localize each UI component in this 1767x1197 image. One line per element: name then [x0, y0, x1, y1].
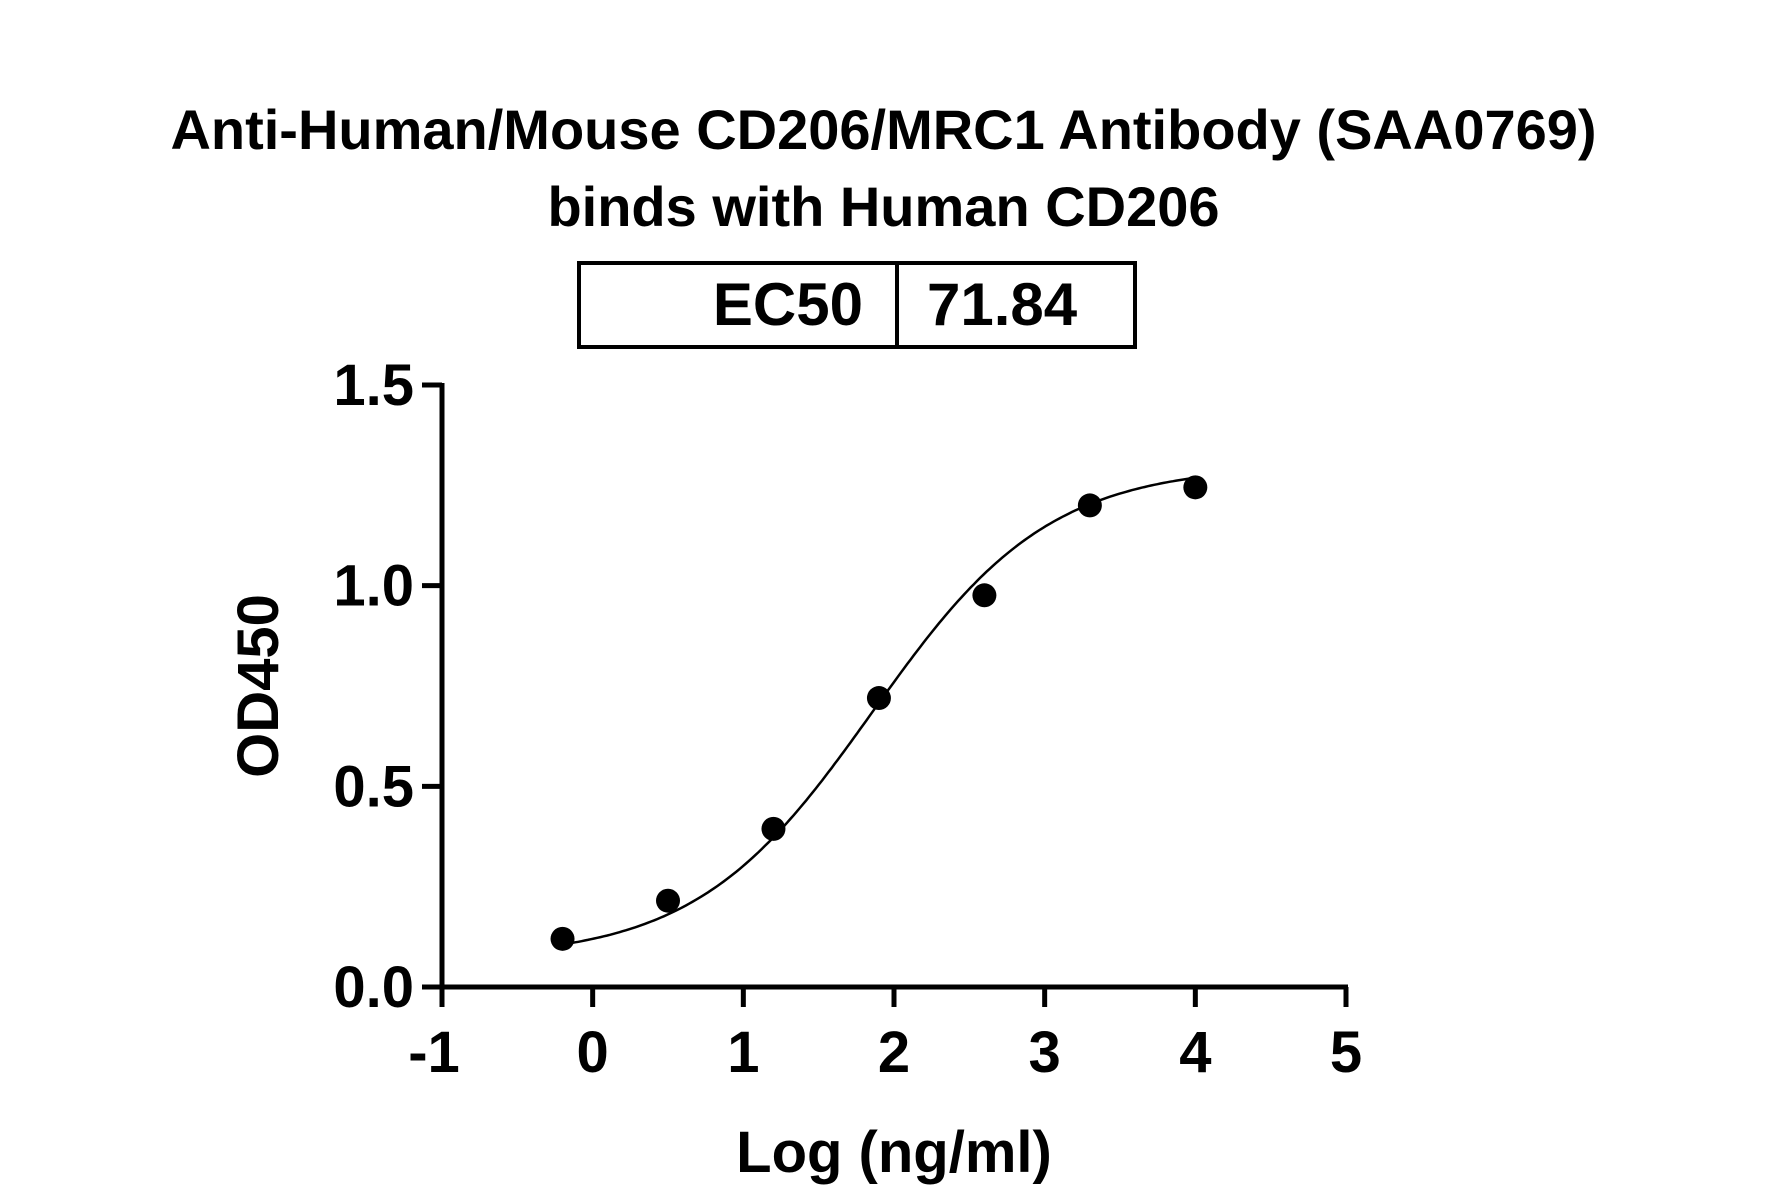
x-tick-label: 0: [577, 1020, 609, 1085]
ec50-label: EC50: [581, 265, 899, 345]
data-point: [1183, 475, 1208, 500]
data-point: [656, 888, 680, 913]
y-tick-label: 1.0: [333, 554, 414, 619]
chart-subtitle: binds with Human CD206: [547, 175, 1220, 238]
data-point: [866, 686, 891, 711]
x-tick-label: 3: [1029, 1020, 1061, 1085]
x-axis-title: Log (ng/ml): [736, 1120, 1052, 1185]
y-tick-label: 1.5: [333, 353, 414, 418]
chart-title: Anti-Human/Mouse CD206/MRC1 Antibody (SA…: [170, 98, 1597, 161]
ec50-value: 71.84: [927, 271, 1078, 338]
y-tick-label: 0.0: [333, 955, 414, 1020]
x-tick-label: 4: [1179, 1020, 1211, 1085]
x-tick-label: 2: [878, 1020, 910, 1085]
x-tick-label: -1: [408, 1020, 460, 1085]
data-point: [761, 816, 786, 841]
y-axis-title: OD450: [226, 594, 291, 778]
ec50-table: EC50 71.84: [577, 261, 1137, 349]
data-point: [972, 583, 997, 608]
y-tick-label: 0.5: [333, 754, 414, 819]
data-point: [1077, 493, 1102, 518]
x-tick-label: 1: [727, 1020, 759, 1085]
fit-curve: [562, 476, 1196, 946]
x-tick-label: 5: [1330, 1020, 1362, 1085]
data-point: [550, 926, 575, 951]
